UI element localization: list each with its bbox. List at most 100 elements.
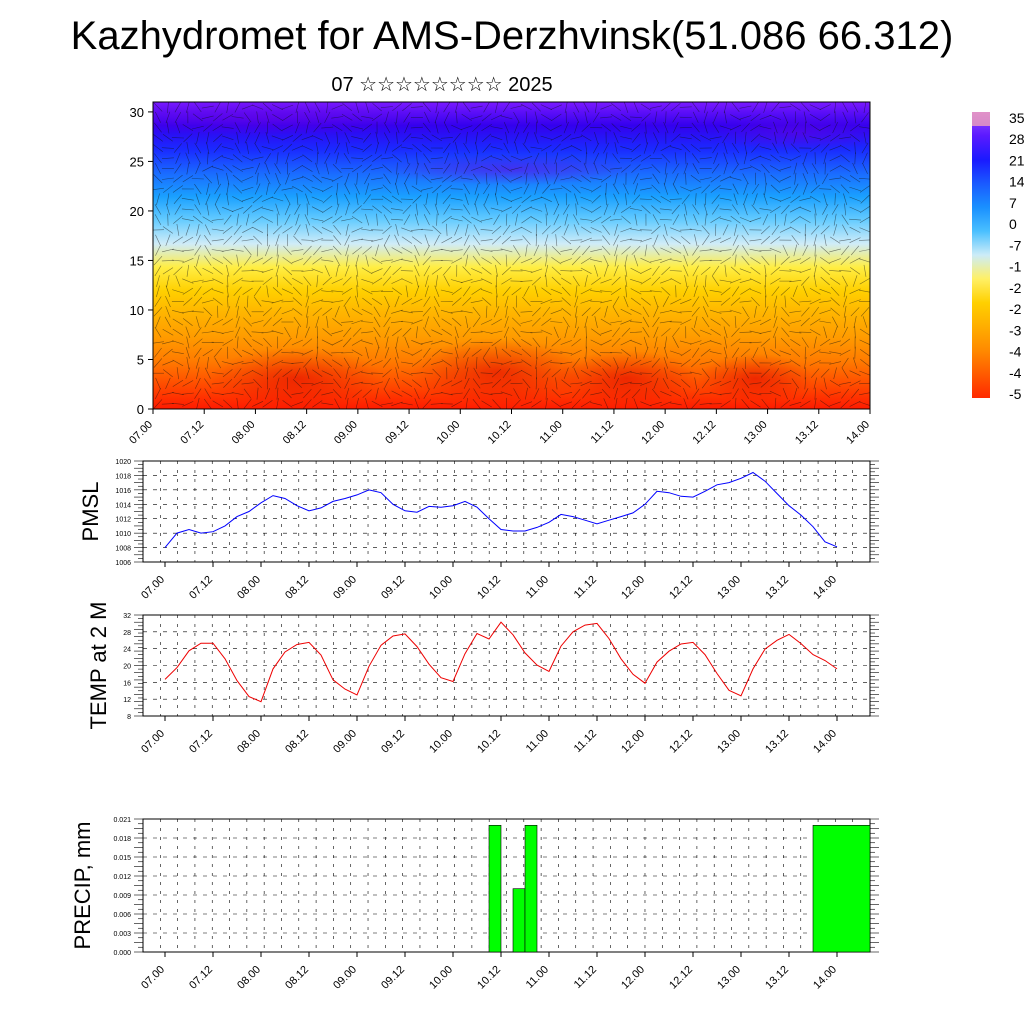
wind-barb [779,350,792,356]
wind-barb [265,162,270,175]
wind-barb [155,377,161,390]
wind-barb [575,203,577,216]
wind-barb [741,317,750,327]
wind-barb [649,105,662,109]
wind-barb [790,216,801,224]
wind-barb [186,356,190,369]
wind-barb [842,121,848,134]
wind-barb [495,285,498,298]
wind-barb [441,359,452,367]
wind-barb [293,316,302,328]
wind-barb [441,318,452,326]
wind-barb [620,136,632,140]
wind-barb [422,174,432,183]
wind-barb [450,197,463,201]
pmsl-y-tick-label: 1016 [115,488,131,495]
wind-barb [719,279,732,283]
wind-barb [660,144,672,152]
wind-barb [642,306,650,318]
wind-barb [430,403,443,405]
wind-barb [593,142,600,154]
wind-barb [421,144,432,152]
wind-barb [415,203,418,216]
wind-barb [580,237,592,243]
wind-barb [771,368,780,379]
wind-barb [790,103,801,111]
wind-barb [186,264,189,277]
wind-barb [629,321,643,323]
wind-barb [493,214,500,225]
wind-barb [432,184,442,194]
wind-barb [735,131,737,144]
wind-barb [683,254,689,267]
wind-barb [212,267,223,275]
wind-barb [243,317,253,327]
wind-barb [672,337,679,348]
wind-barb [800,102,810,112]
wind-barb [400,361,413,365]
wind-barb [550,362,563,364]
wind-barb [759,318,771,326]
wind-barb [722,132,730,144]
wind-barb [313,388,322,399]
wind-barb [660,195,672,203]
wind-barb [859,289,870,293]
wind-barb [640,277,652,285]
wind-barb [612,306,620,318]
heatmap-blob [210,347,383,409]
wind-barb [441,174,452,183]
wind-barb [793,131,798,144]
wind-barb [689,340,702,345]
wind-barb [193,265,202,276]
wind-barb [630,359,642,367]
wind-barb [664,336,667,349]
wind-barb [570,175,582,182]
wind-barb [742,173,749,185]
pmsl-series-line [164,471,838,548]
wind-barb [302,165,313,172]
wind-barb [450,218,463,222]
wind-barb [455,111,458,124]
wind-barb [490,146,503,150]
wind-barb [583,162,589,175]
wind-barb [431,267,442,275]
wind-barb [305,121,309,134]
wind-barb [181,198,194,201]
wind-barb [534,183,539,195]
wind-barb [182,258,194,264]
wind-barb [483,102,490,113]
wind-barb [312,369,323,377]
wind-barb [490,207,503,212]
temp-x-tick-label: 08.12 [283,728,311,756]
wind-barb [749,382,762,385]
wind-barb [550,300,563,303]
wind-barb [820,338,831,347]
precip-chart: 0.0000.0030.0060.0090.0120.0150.0180.021… [70,817,879,992]
wind-barb [321,339,333,346]
wind-barb [303,399,312,409]
wind-barb [652,214,660,226]
wind-barb [355,357,359,369]
wind-barb [724,264,727,277]
wind-barb [601,216,612,224]
wind-barb [764,264,767,277]
wind-barb [849,400,861,407]
wind-barb [465,316,469,328]
wind-barb [640,360,652,366]
wind-barb [722,367,729,379]
wind-barb [802,132,809,144]
wind-barb [521,359,532,367]
wind-barb [560,145,572,151]
wind-barb [355,193,359,206]
wind-barb [820,368,830,378]
wind-barb [709,237,722,243]
wind-barb [580,400,592,408]
temp-x-tick-label: 11.00 [524,728,551,755]
wind-barb [659,320,672,324]
wind-barb [522,378,531,389]
wind-barb [211,341,224,344]
wind-barb [155,111,161,123]
wind-barb [612,183,620,195]
wind-barb [254,142,261,154]
